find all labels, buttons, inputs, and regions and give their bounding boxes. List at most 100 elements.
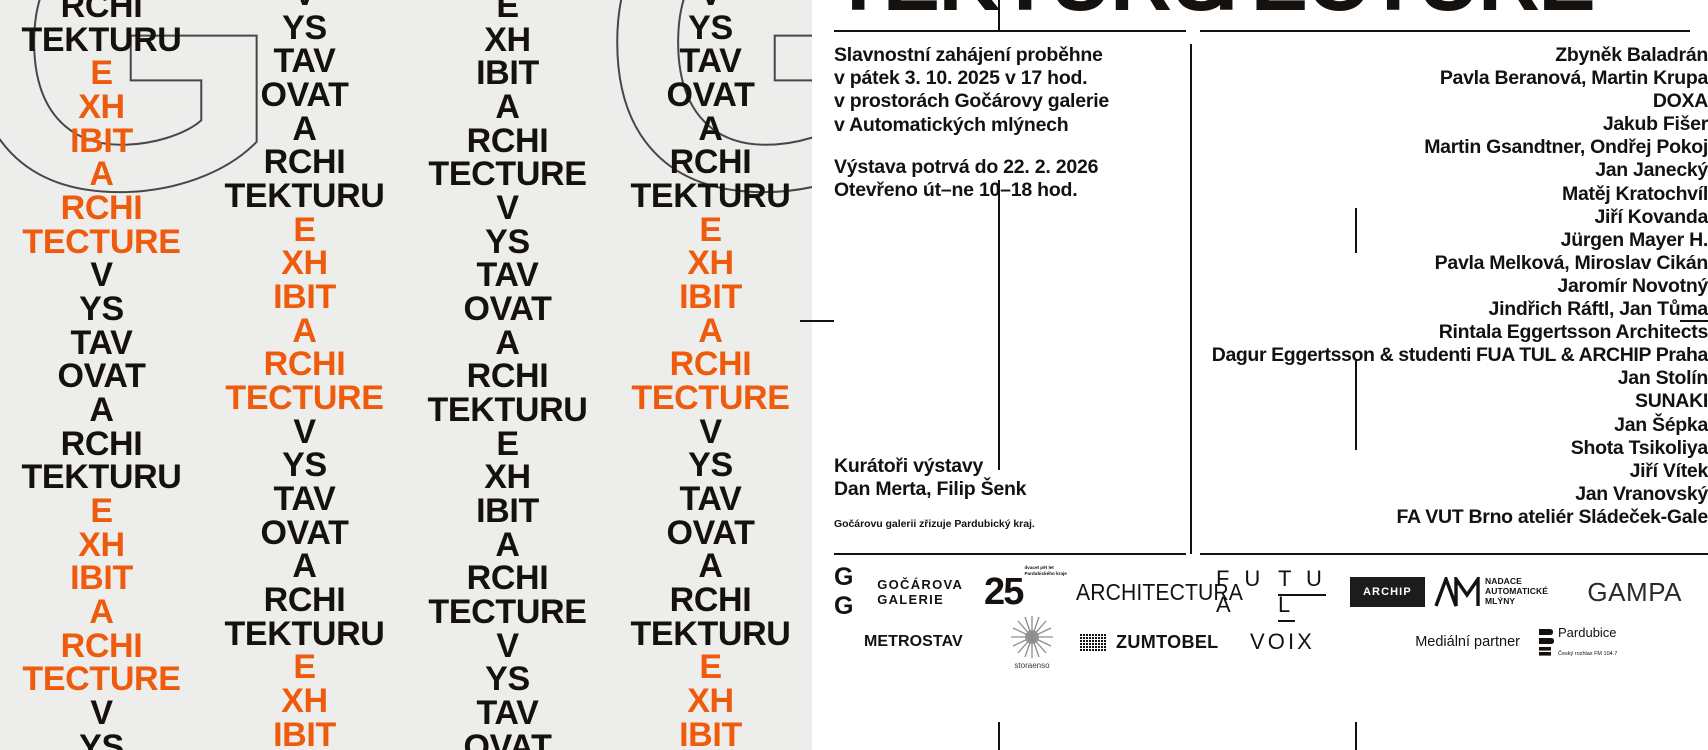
logo-tul: T U L xyxy=(1278,566,1350,622)
logo-tul-label: T U L xyxy=(1278,566,1350,622)
poster-word: A xyxy=(698,109,723,148)
poster-word: TEKTURU xyxy=(224,614,385,653)
poster-word: RCHI xyxy=(466,121,549,160)
participant-name: Martin Gsandtner, Ondřej Pokoj xyxy=(1424,136,1708,159)
poster-word: RCHI xyxy=(263,143,346,182)
poster-word: OVAT xyxy=(463,727,552,750)
poster-word: XH xyxy=(281,681,328,720)
poster-word: TECTURE xyxy=(22,660,181,699)
poster-word: E xyxy=(699,210,722,249)
poster-word: TAV xyxy=(70,323,133,362)
poster-word: YS xyxy=(688,446,733,485)
participant-name: Jürgen Mayer H. xyxy=(1560,228,1708,251)
participant-name: Jan Vranovský xyxy=(1575,482,1708,505)
poster-word: TECTURE xyxy=(631,378,790,417)
logo-voix: VOIX xyxy=(1250,629,1370,655)
curators-block: Kurátoři výstavy Dan Merta, Filip Šenk xyxy=(834,455,1174,501)
logo-fua-label: F U A xyxy=(1216,566,1265,617)
poster-word: OVAT xyxy=(260,75,349,114)
participant-name: Zbyněk Baladrán xyxy=(1555,44,1708,66)
logo-stora-enso-label: storaenso xyxy=(1014,660,1050,670)
poster-word: TECTURE xyxy=(428,155,587,194)
poster-word: TEKTURU xyxy=(21,20,182,59)
logo-architectura-label: ARCHITECTURA xyxy=(1076,578,1244,605)
poster-word: A xyxy=(292,547,317,586)
logo-gampa-label: GAMPA xyxy=(1587,576,1682,607)
tick-inner-upper xyxy=(1355,208,1357,253)
poster-word: RCHI xyxy=(669,143,752,182)
logo-gocarova-galerie: G G GOČÁROVA GALERIE xyxy=(834,563,984,621)
logo-25-pardubicky-kraj: 25 dvacet pět let Pardubického kraje xyxy=(984,565,1076,613)
logo-pardubice-sub: Český rozhlas FM 104.7 xyxy=(1558,651,1618,657)
poster-word: IBIT xyxy=(679,277,742,316)
opening-line: v pátek 3. 10. 2025 v 17 hod. xyxy=(834,67,1088,90)
tick-top-center xyxy=(998,0,1000,30)
poster-word: RCHI xyxy=(263,580,346,619)
participant-name: Jaromír Novotný xyxy=(1557,274,1708,297)
poster-word: A xyxy=(495,525,520,564)
poster-word: OVAT xyxy=(57,357,146,396)
opening-line: v Automatických mlýnech xyxy=(834,113,1069,136)
tick-right-edge xyxy=(1680,320,1708,322)
poster-word: TECTURE xyxy=(225,378,384,417)
logo-pardubice-name: Pardubice xyxy=(1558,625,1617,640)
logo-cesky-rozhlas-pardubice: Pardubice Český rozhlas FM 104.7 xyxy=(1538,624,1658,660)
poster-word: E xyxy=(293,648,316,687)
poster-word: OVAT xyxy=(463,289,552,328)
poster-artwork-panel: G G ARCHITEKTURUEXHIBITARCHITECTUREVYSTA… xyxy=(0,0,812,750)
poster-word: YS xyxy=(79,727,124,750)
heading-cz: TEKTURU xyxy=(832,0,1233,24)
divider-bottom-right xyxy=(1200,553,1708,555)
poster-word: RCHI xyxy=(466,357,549,396)
logo-archip: ARCHIP xyxy=(1350,577,1434,607)
tick-bottom-left xyxy=(998,722,1000,750)
gg-monogram-icon: G G xyxy=(834,563,855,620)
poster-word: A xyxy=(89,155,114,194)
tick-left-edge xyxy=(800,320,834,322)
poster-word: OVAT xyxy=(666,75,755,114)
logo-metrostav: METROSTAV xyxy=(864,633,984,651)
poster-word: V xyxy=(496,626,519,665)
zumtobel-dot-matrix-icon xyxy=(1080,633,1106,651)
participant-name: Shota Tsikoliya xyxy=(1570,436,1708,459)
poster-word: IBIT xyxy=(476,54,539,93)
poster-word: E xyxy=(496,424,519,463)
information-panel: TEKTURU TECTURE Slavnostní zahájení prob… xyxy=(800,0,1708,750)
logo-nadace-automaticke-mlyny: NADACE AUTOMATICKÉ MLÝNY xyxy=(1434,576,1562,607)
logo-gampa: GAMPA xyxy=(1562,577,1682,608)
poster-word: RCHI xyxy=(263,345,346,384)
divider-vertical-mid xyxy=(1190,44,1192,344)
participant-name: Matěj Kratochvíl xyxy=(1562,182,1708,205)
participant-name: Jindřich Ráftl, Jan Tůma xyxy=(1488,298,1708,321)
poster-word: E xyxy=(293,210,316,249)
participant-name: FA VUT Brno ateliér Sládeček-Gale xyxy=(1396,505,1708,528)
poster-word: XH xyxy=(484,20,531,59)
logo-gocarova-galerie-label: GOČÁROVA GALERIE xyxy=(877,577,963,607)
participant-name: Jakub Fišer xyxy=(1602,113,1708,136)
poster-word: RCHI xyxy=(60,188,143,227)
participant-name: Jan Janecký xyxy=(1595,159,1708,182)
logo-strip: G G GOČÁROVA GALERIE 25 dvacet pět let P… xyxy=(834,563,1694,670)
logo-architectura: ARCHITECTURA xyxy=(1076,579,1243,606)
poster-word: TAV xyxy=(273,479,336,518)
participant-name: Jan Stolín xyxy=(1617,367,1708,390)
tick-bottom-right xyxy=(1355,722,1357,750)
twentyfive-numeral-icon: 25 xyxy=(984,570,1024,613)
poster-column: ARCHITEKTURUEXHIBITARCHITECTUREVYSTAVOVA… xyxy=(0,0,203,750)
curators-names: Dan Merta, Filip Šenk xyxy=(834,478,1027,501)
participant-name: Jan Šépka xyxy=(1614,413,1708,436)
participant-name: SUNAKI xyxy=(1635,390,1708,413)
opening-line: v prostorách Gočárovy galerie xyxy=(834,90,1109,113)
poster-word: TEKTURU xyxy=(427,390,588,429)
divider-bottom-left xyxy=(834,553,1186,555)
poster-word: E xyxy=(90,54,113,93)
logo-voix-label: VOIX xyxy=(1250,629,1315,654)
logo-25-sublabel: dvacet pět let Pardubického kraje xyxy=(1024,564,1067,576)
poster-word: TAV xyxy=(476,256,539,295)
participant-name: Dagur Eggertsson & studenti FUA TUL & AR… xyxy=(1211,344,1708,367)
poster-word: E xyxy=(699,648,722,687)
poster-word: V xyxy=(90,693,113,732)
participant-name: DOXA xyxy=(1652,90,1708,113)
poster-word: XH xyxy=(687,244,734,283)
